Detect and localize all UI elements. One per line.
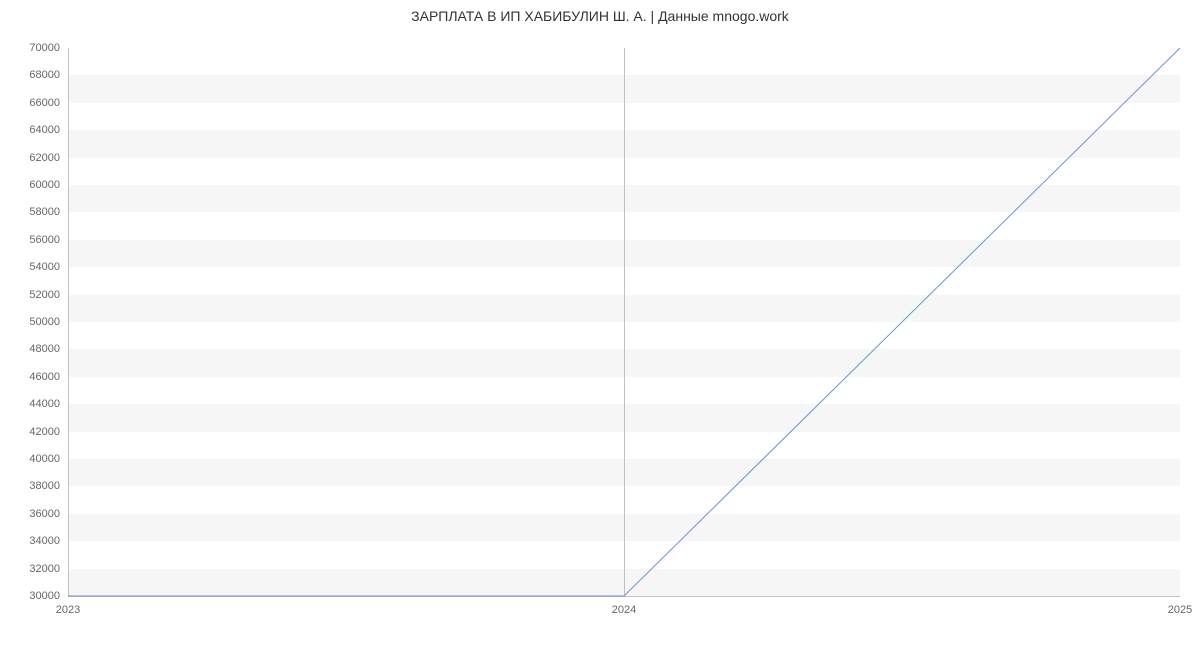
line-chart: ЗАРПЛАТА В ИП ХАБИБУЛИН Ш. А. | Данные m… xyxy=(0,0,1200,650)
y-axis-tick-label: 62000 xyxy=(0,152,60,164)
chart-title: ЗАРПЛАТА В ИП ХАБИБУЛИН Ш. А. | Данные m… xyxy=(0,8,1200,24)
y-axis-tick-label: 54000 xyxy=(0,261,60,273)
series-layer xyxy=(68,48,1180,596)
y-axis-tick-label: 32000 xyxy=(0,563,60,575)
y-axis-tick-label: 34000 xyxy=(0,535,60,547)
y-axis-tick-label: 36000 xyxy=(0,508,60,520)
x-axis-tick-label: 2023 xyxy=(56,604,80,616)
y-axis-tick-label: 44000 xyxy=(0,398,60,410)
y-axis-tick-label: 38000 xyxy=(0,480,60,492)
series-line xyxy=(68,48,1180,596)
y-axis-tick-label: 30000 xyxy=(0,590,60,602)
y-axis-tick-label: 46000 xyxy=(0,371,60,383)
y-axis-tick-label: 40000 xyxy=(0,453,60,465)
y-axis-tick-label: 58000 xyxy=(0,206,60,218)
plot-area: 3000032000340003600038000400004200044000… xyxy=(68,48,1180,596)
y-axis-tick-label: 64000 xyxy=(0,124,60,136)
y-axis-tick-label: 42000 xyxy=(0,426,60,438)
x-axis-tick-label: 2025 xyxy=(1168,604,1192,616)
x-axis-tick-label: 2024 xyxy=(612,604,636,616)
y-axis-tick-label: 50000 xyxy=(0,316,60,328)
y-axis-tick-label: 56000 xyxy=(0,234,60,246)
y-axis-tick-label: 66000 xyxy=(0,97,60,109)
y-axis-tick-label: 68000 xyxy=(0,69,60,81)
y-axis-tick-label: 70000 xyxy=(0,42,60,54)
y-axis-tick-label: 52000 xyxy=(0,289,60,301)
y-axis-tick-label: 48000 xyxy=(0,343,60,355)
y-axis-tick-label: 60000 xyxy=(0,179,60,191)
